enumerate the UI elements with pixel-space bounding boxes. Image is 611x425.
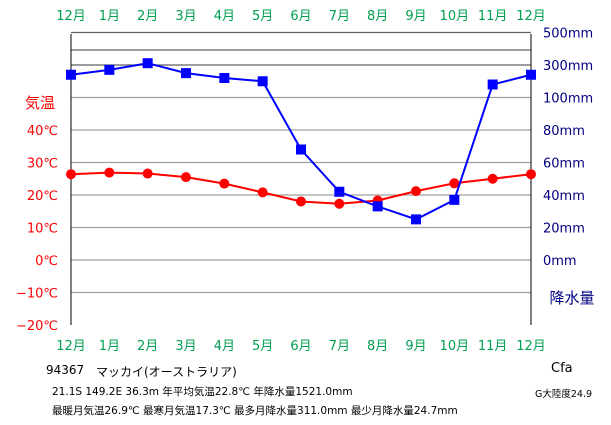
- precipitation-point: [104, 64, 115, 75]
- month-label-top: 3月: [175, 9, 196, 24]
- month-label-bottom: 8月: [367, 339, 388, 354]
- month-label-top: 9月: [405, 9, 426, 24]
- precipitation-tick: 40mm: [543, 189, 585, 204]
- precipitation-point: [487, 79, 498, 90]
- temperature-tick: 0℃: [35, 254, 58, 269]
- month-label-top: 8月: [367, 9, 388, 24]
- month-label-bottom: 7月: [329, 339, 350, 354]
- precipitation-tick: 500mm: [543, 27, 593, 42]
- precipitation-point: [334, 186, 345, 197]
- month-label-bottom: 12月: [516, 339, 546, 354]
- precipitation-point: [66, 69, 76, 80]
- coordinates-annual-summary: 21.1S 149.2E 36.3m 年平均気温22.8℃ 年降水量1521.0…: [52, 386, 353, 398]
- precipitation-point: [296, 144, 306, 155]
- month-label-top: 11月: [478, 9, 508, 24]
- month-label-top: 1月: [99, 9, 120, 24]
- precipitation-tick-labels: 500mm 300mm 100mm 80mm 60mm 40mm 20mm 0mm: [543, 27, 593, 270]
- temperature-axis-label: 気温: [25, 94, 55, 112]
- precipitation-point: [142, 58, 153, 69]
- temperature-tick: −10℃: [16, 287, 58, 302]
- temperature-point: [449, 178, 460, 189]
- temperature-point: [219, 178, 230, 189]
- month-label-top: 12月: [516, 9, 546, 24]
- station-name: マッカイ(オーストラリア): [96, 365, 237, 379]
- temperature-point: [181, 172, 191, 183]
- continentality-index: G大陸度24.9: [535, 389, 593, 400]
- precipitation-point: [526, 69, 536, 80]
- month-label-bottom: 3月: [175, 339, 196, 354]
- precipitation-series: [66, 58, 536, 225]
- month-label-bottom: 5月: [252, 339, 273, 354]
- temperature-tick: 20℃: [27, 189, 58, 204]
- precipitation-tick: 20mm: [543, 222, 585, 237]
- month-label-bottom: 1月: [99, 339, 120, 354]
- month-label-top: 5月: [252, 9, 273, 24]
- temperature-point: [104, 167, 115, 178]
- temperature-point: [66, 169, 76, 180]
- precipitation-tick: 0mm: [543, 254, 577, 269]
- temperature-point: [257, 187, 268, 198]
- temperature-tick: 30℃: [27, 157, 58, 172]
- climate-classification: Cfa: [551, 361, 573, 376]
- temperature-tick: 10℃: [27, 222, 58, 237]
- precipitation-tick: 80mm: [543, 124, 585, 139]
- month-label-bottom: 9月: [405, 339, 426, 354]
- precipitation-axis-label: 降水量: [549, 289, 594, 307]
- precipitation-line: [70, 62, 532, 221]
- month-label-bottom: 11月: [478, 339, 508, 354]
- precipitation-point: [181, 68, 191, 79]
- month-label-bottom: 12月: [56, 339, 86, 354]
- precipitation-point: [257, 76, 268, 87]
- station-id: 94367: [46, 363, 85, 377]
- month-label-bottom: 6月: [290, 339, 311, 354]
- month-label-bottom: 4月: [214, 339, 235, 354]
- bottom-month-labels: 12月 1月 2月 3月 4月 5月 6月 7月 8月 9月 10月 11月 12月: [56, 339, 546, 354]
- month-label-top: 2月: [137, 9, 158, 24]
- precipitation-tick: 100mm: [543, 92, 593, 107]
- precipitation-point: [449, 194, 460, 205]
- precipitation-tick: 300mm: [543, 59, 593, 74]
- month-label-top: 4月: [214, 9, 235, 24]
- temperature-point: [142, 168, 153, 179]
- temperature-point: [526, 169, 536, 180]
- month-label-top: 12月: [56, 9, 86, 24]
- precipitation-point: [219, 73, 230, 83]
- monthly-extremes-summary: 最暖月気温26.9℃ 最寒月気温17.3℃ 最多月降水量311.0mm 最少月降…: [52, 405, 458, 417]
- month-label-top: 7月: [329, 9, 350, 24]
- temperature-tick: 40℃: [27, 124, 58, 139]
- month-label-top: 10月: [440, 9, 470, 24]
- temperature-point: [296, 196, 306, 207]
- month-label-top: 6月: [290, 9, 311, 24]
- temperature-point: [334, 198, 345, 209]
- month-label-bottom: 2月: [137, 339, 158, 354]
- top-month-labels: 12月 1月 2月 3月 4月 5月 6月 7月 8月 9月 10月 11月 12月: [56, 9, 546, 24]
- temperature-series: [66, 167, 536, 209]
- precipitation-tick: 60mm: [543, 157, 585, 172]
- temperature-point: [411, 186, 421, 197]
- temperature-tick-labels: 40℃ 30℃ 20℃ 10℃ 0℃ −10℃ −20℃: [16, 124, 58, 334]
- temperature-point: [487, 173, 498, 184]
- temperature-tick: −20℃: [16, 319, 58, 334]
- month-label-bottom: 10月: [440, 339, 470, 354]
- precipitation-point: [372, 201, 383, 212]
- precipitation-point: [411, 214, 421, 225]
